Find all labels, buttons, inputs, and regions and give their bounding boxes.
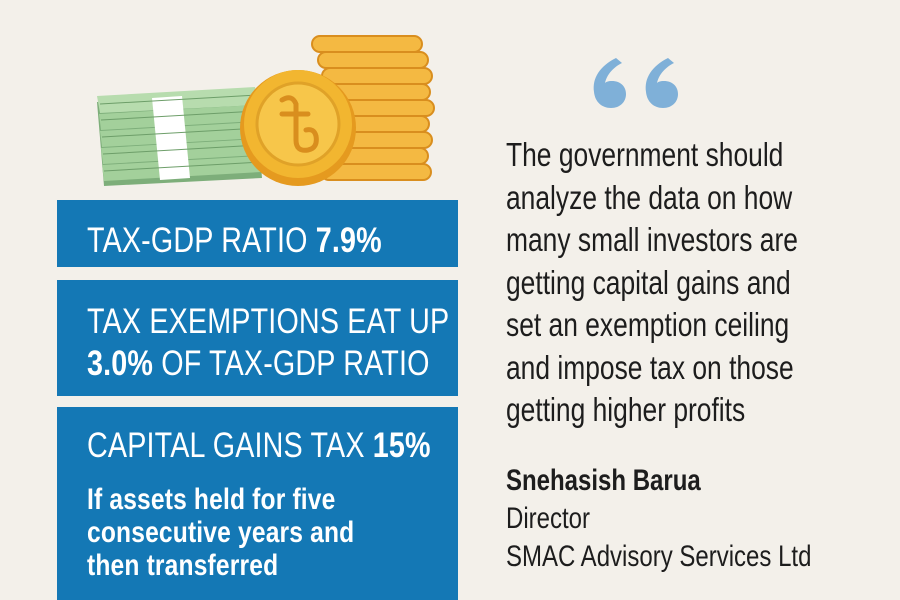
capital-gains-label: CAPITAL GAINS TAX (87, 426, 373, 465)
taka-coin-icon (240, 70, 356, 186)
tax-exemptions-line2: 3.0% OF TAX-GDP RATIO (87, 343, 429, 385)
capital-gains-value: 15% (372, 426, 431, 465)
tax-exemptions-label-rest: OF TAX-GDP RATIO (153, 344, 430, 383)
money-illustration (97, 35, 435, 186)
tax-gdp-ratio-box: TAX-GDP RATIO 7.9% (57, 200, 458, 267)
tax-gdp-ratio-label: TAX-GDP RATIO (87, 221, 316, 260)
tax-exemptions-value: 3.0% (87, 344, 154, 383)
quote-text: The government should analyze the data o… (506, 134, 876, 432)
quote-line: getting higher profits (506, 391, 746, 428)
capital-gains-note-line: If assets held for five (87, 483, 336, 516)
coin-stack-icon (311, 35, 435, 181)
author-organization: SMAC Advisory Services Ltd (506, 540, 812, 573)
tax-exemptions-box: TAX EXEMPTIONS EAT UP 3.0% OF TAX-GDP RA… (57, 280, 458, 396)
capital-gains-box: CAPITAL GAINS TAX 15% If assets held for… (57, 407, 458, 600)
tax-gdp-ratio-line: TAX-GDP RATIO 7.9% (87, 220, 391, 262)
capital-gains-line: CAPITAL GAINS TAX 15% (87, 425, 431, 467)
tax-gdp-ratio-value: 7.9% (315, 221, 382, 260)
capital-gains-note-line: consecutive years and (87, 516, 355, 549)
quote-line: getting capital gains and (506, 263, 791, 301)
quote-line: set an exemption ceiling (506, 306, 790, 343)
cash-stack-icon (97, 87, 262, 186)
capital-gains-note: If assets held for five consecutive year… (87, 483, 458, 582)
quote-line: and impose tax on those (506, 348, 794, 386)
tax-exemptions-label: TAX EXEMPTIONS EAT UP (87, 302, 450, 341)
attribution: Snehasish Barua Director SMAC Advisory S… (506, 462, 888, 576)
quote-line: The government should (506, 136, 784, 173)
author-name: Snehasish Barua (506, 464, 701, 497)
quote-mark-icon (593, 58, 678, 108)
capital-gains-note-line: then transferred (87, 549, 279, 582)
author-role: Director (506, 502, 591, 535)
quote-line: analyze the data on how (506, 178, 793, 216)
quote-line: many small investors are (506, 221, 798, 258)
